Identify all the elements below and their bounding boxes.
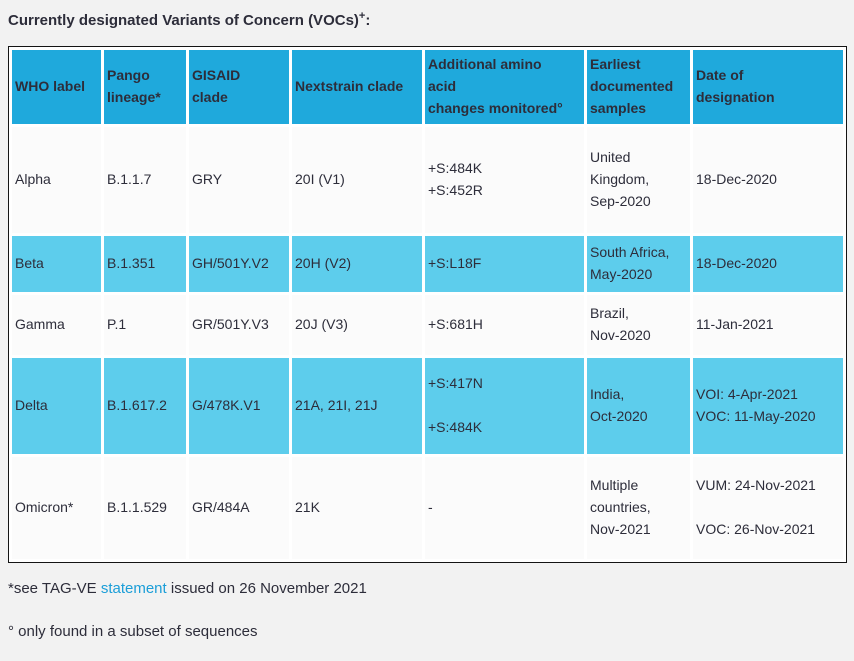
cell-pango-lineage: P.1 xyxy=(104,295,186,355)
column-header-who-label: WHO label xyxy=(12,50,101,124)
cell-amino-acid-changes: - xyxy=(425,457,584,559)
voc-table: WHO label Pango lineage* GISAID clade Ne… xyxy=(8,46,847,563)
cell-date-of-designation: 18-Dec-2020 xyxy=(693,127,843,233)
footnote-tagve: *see TAG-VE statement issued on 26 Novem… xyxy=(8,580,846,597)
column-header-pango-lineage: Pango lineage* xyxy=(104,50,186,124)
cell-nextstrain-clade: 20J (V3) xyxy=(292,295,422,355)
footnote-tagve-suffix: issued on 26 November 2021 xyxy=(166,580,367,597)
cell-pango-lineage: B.1.1.529 xyxy=(104,457,186,559)
statement-link[interactable]: statement xyxy=(100,580,167,597)
cell-amino-acid-changes: +S:484K +S:452R xyxy=(425,127,584,233)
cell-amino-acid-changes: +S:L18F xyxy=(425,236,584,292)
cell-date-of-designation: 18-Dec-2020 xyxy=(693,236,843,292)
cell-who-label: Omicron* xyxy=(12,457,101,559)
table-row-delta: Delta B.1.617.2 G/478K.V1 21A, 21I, 21J … xyxy=(12,358,843,454)
cell-date-of-designation: 11-Jan-2021 xyxy=(693,295,843,355)
cell-nextstrain-clade: 20H (V2) xyxy=(292,236,422,292)
footnote-tagve-prefix: *see TAG-VE xyxy=(8,580,101,597)
cell-gisaid-clade: GRY xyxy=(189,127,289,233)
footnote-subset: ° only found in a subset of sequences xyxy=(8,623,258,640)
page-title: Currently designated Variants of Concern… xyxy=(8,10,846,29)
cell-earliest-samples: United Kingdom, Sep-2020 xyxy=(587,127,690,233)
cell-earliest-samples: Multiple countries, Nov-2021 xyxy=(587,457,690,559)
cell-amino-acid-changes: +S:417N +S:484K xyxy=(425,358,584,454)
cell-gisaid-clade: GR/484A xyxy=(189,457,289,559)
table-row-beta: Beta B.1.351 GH/501Y.V2 20H (V2) +S:L18F… xyxy=(12,236,843,292)
cell-pango-lineage: B.1.617.2 xyxy=(104,358,186,454)
cell-gisaid-clade: GR/501Y.V3 xyxy=(189,295,289,355)
table-row-gamma: Gamma P.1 GR/501Y.V3 20J (V3) +S:681H Br… xyxy=(12,295,843,355)
voc-table-body: Alpha B.1.1.7 GRY 20I (V1) +S:484K +S:45… xyxy=(12,127,843,559)
cell-nextstrain-clade: 21A, 21I, 21J xyxy=(292,358,422,454)
column-header-nextstrain-clade: Nextstrain clade xyxy=(292,50,422,124)
header-row: WHO label Pango lineage* GISAID clade Ne… xyxy=(12,50,843,124)
cell-who-label: Gamma xyxy=(12,295,101,355)
cell-earliest-samples: Brazil, Nov-2020 xyxy=(587,295,690,355)
cell-gisaid-clade: GH/501Y.V2 xyxy=(189,236,289,292)
cell-nextstrain-clade: 21K xyxy=(292,457,422,559)
cell-earliest-samples: South Africa, May-2020 xyxy=(587,236,690,292)
cell-pango-lineage: B.1.351 xyxy=(104,236,186,292)
cell-pango-lineage: B.1.1.7 xyxy=(104,127,186,233)
cell-who-label: Delta xyxy=(12,358,101,454)
cell-earliest-samples: India, Oct-2020 xyxy=(587,358,690,454)
cell-nextstrain-clade: 20I (V1) xyxy=(292,127,422,233)
table-row-alpha: Alpha B.1.1.7 GRY 20I (V1) +S:484K +S:45… xyxy=(12,127,843,233)
cell-amino-acid-changes: +S:681H xyxy=(425,295,584,355)
page-title-superscript: + xyxy=(358,10,366,22)
column-header-earliest-samples: Earliest documented samples xyxy=(587,50,690,124)
table-row-omicron: Omicron* B.1.1.529 GR/484A 21K - Multipl… xyxy=(12,457,843,559)
cell-date-of-designation: VUM: 24-Nov-2021 VOC: 26-Nov-2021 xyxy=(693,457,843,559)
cell-gisaid-clade: G/478K.V1 xyxy=(189,358,289,454)
cell-date-of-designation: VOI: 4-Apr-2021 VOC: 11-May-2020 xyxy=(693,358,843,454)
column-header-amino-acid-changes: Additional amino acid changes monitored° xyxy=(425,50,584,124)
page-title-text: Currently designated Variants of Concern… xyxy=(8,12,359,29)
column-header-gisaid-clade: GISAID clade xyxy=(189,50,289,124)
voc-table-header: WHO label Pango lineage* GISAID clade Ne… xyxy=(12,50,843,124)
page-title-colon: : xyxy=(365,12,371,29)
cell-who-label: Alpha xyxy=(12,127,101,233)
column-header-date-of-designation: Date of designation xyxy=(693,50,843,124)
cell-who-label: Beta xyxy=(12,236,101,292)
